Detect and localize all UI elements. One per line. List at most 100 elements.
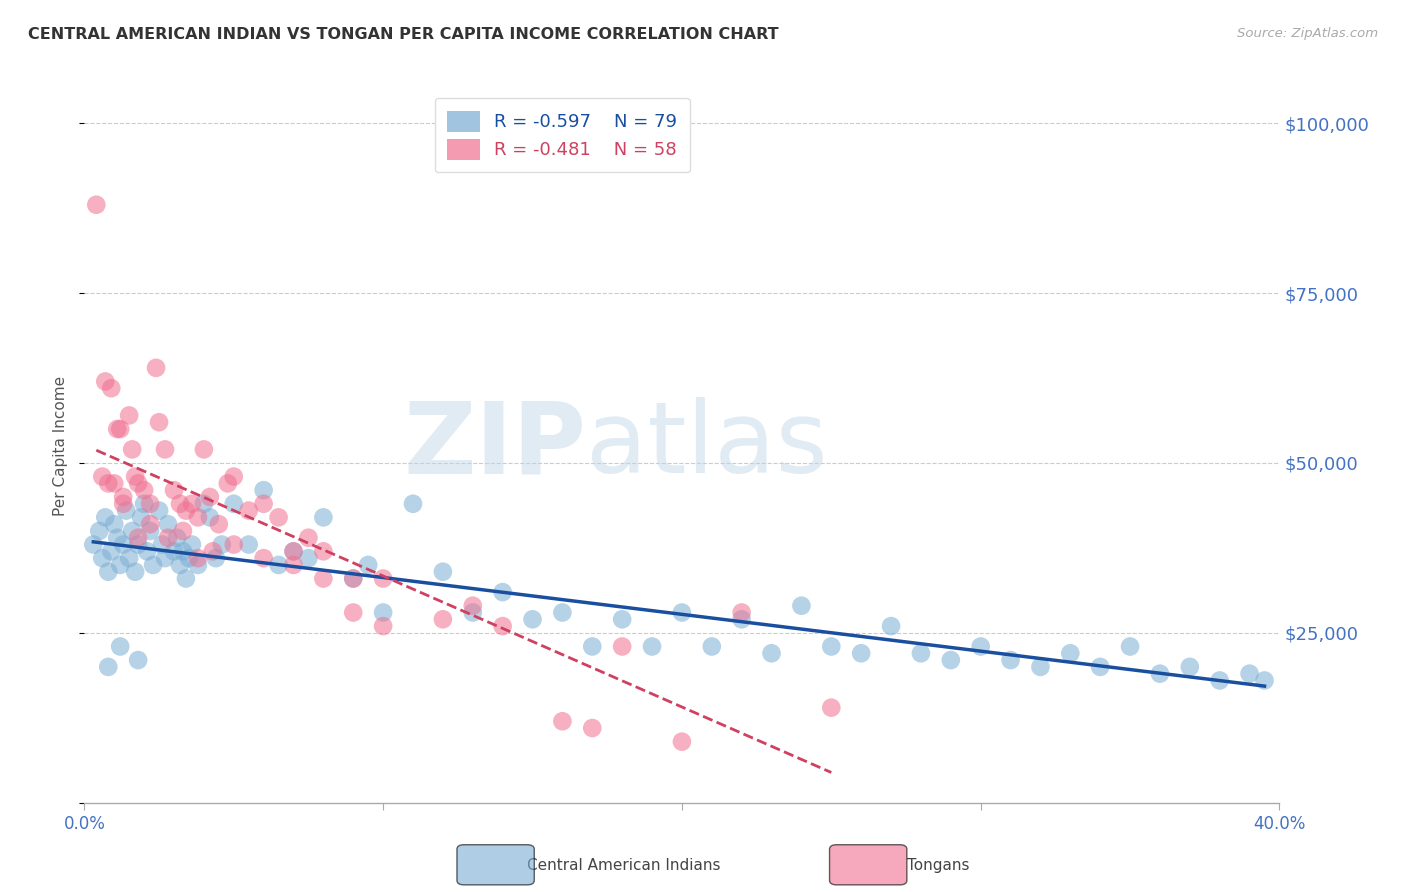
Point (581, 640, 603, 654)
Point (610, 612, 633, 626)
Point (1090, 660, 1112, 674)
Point (492, 619, 515, 633)
Point (127, 537, 149, 551)
Point (211, 537, 233, 551)
Point (127, 653, 149, 667)
Point (97, 565, 120, 579)
Point (790, 599, 813, 613)
Point (312, 572, 335, 586)
Point (283, 544, 305, 558)
Point (100, 381, 122, 395)
Point (551, 606, 574, 620)
Point (103, 476, 125, 491)
Text: Source: ZipAtlas.com: Source: ZipAtlas.com (1237, 27, 1378, 40)
Point (174, 503, 197, 517)
Point (198, 510, 221, 524)
Point (89, 524, 111, 538)
Point (849, 646, 872, 660)
Point (121, 442, 143, 457)
Point (253, 497, 276, 511)
Point (118, 409, 141, 423)
Text: CENTRAL AMERICAN INDIAN VS TONGAN PER CAPITA INCOME CORRELATION CHART: CENTRAL AMERICAN INDIAN VS TONGAN PER CA… (28, 27, 779, 42)
Point (208, 517, 231, 532)
Point (153, 551, 176, 566)
Point (94, 510, 117, 524)
Point (193, 497, 215, 511)
Point (198, 490, 221, 504)
Point (253, 551, 276, 566)
Point (238, 537, 260, 551)
Point (432, 565, 454, 579)
Point (880, 619, 903, 633)
Point (100, 544, 122, 558)
Point (115, 503, 138, 517)
Point (187, 510, 209, 524)
Point (153, 442, 176, 457)
Point (342, 572, 364, 586)
Point (163, 544, 186, 558)
Point (169, 497, 191, 511)
Point (371, 606, 394, 620)
Point (461, 599, 484, 613)
Point (357, 558, 380, 572)
Point (157, 531, 180, 545)
Point (222, 537, 245, 551)
Point (1000, 653, 1022, 667)
Point (139, 517, 162, 532)
Point (205, 551, 228, 566)
Point (105, 531, 128, 545)
Point (217, 476, 239, 491)
Point (121, 524, 143, 538)
Point (1119, 640, 1142, 654)
Point (731, 612, 754, 626)
Point (163, 483, 186, 498)
Point (94, 375, 117, 389)
Point (112, 497, 135, 511)
Point (132, 497, 156, 511)
Text: Central American Indians: Central American Indians (527, 858, 721, 872)
Point (1253, 673, 1275, 688)
Point (820, 640, 842, 654)
Point (145, 360, 167, 375)
Point (1208, 673, 1232, 688)
Y-axis label: Per Capita Income: Per Capita Income (53, 376, 69, 516)
Point (1149, 666, 1171, 681)
Point (1059, 646, 1081, 660)
Point (82, 537, 104, 551)
Point (371, 619, 394, 633)
Point (910, 646, 932, 660)
Point (105, 422, 128, 436)
Point (700, 640, 723, 654)
Point (110, 640, 132, 654)
Point (731, 606, 754, 620)
Text: Tongans: Tongans (907, 858, 969, 872)
Point (142, 558, 165, 572)
Text: atlas: atlas (586, 398, 828, 494)
Point (1029, 660, 1052, 674)
Point (139, 524, 162, 538)
Point (177, 551, 200, 566)
Point (761, 646, 783, 660)
Point (312, 544, 335, 558)
Point (671, 734, 693, 748)
Point (201, 544, 224, 558)
Point (124, 469, 146, 483)
Point (136, 544, 159, 558)
Point (267, 510, 290, 524)
Point (112, 537, 135, 551)
Point (610, 640, 633, 654)
Point (187, 558, 209, 572)
Point (342, 572, 364, 586)
Point (267, 558, 290, 572)
Point (132, 483, 156, 498)
Point (118, 551, 141, 566)
Point (671, 606, 693, 620)
Point (97, 660, 120, 674)
Point (222, 469, 245, 483)
Point (641, 640, 664, 654)
Point (522, 612, 544, 626)
Point (193, 442, 215, 457)
Point (86, 198, 108, 212)
Point (283, 544, 305, 558)
Point (150, 537, 173, 551)
